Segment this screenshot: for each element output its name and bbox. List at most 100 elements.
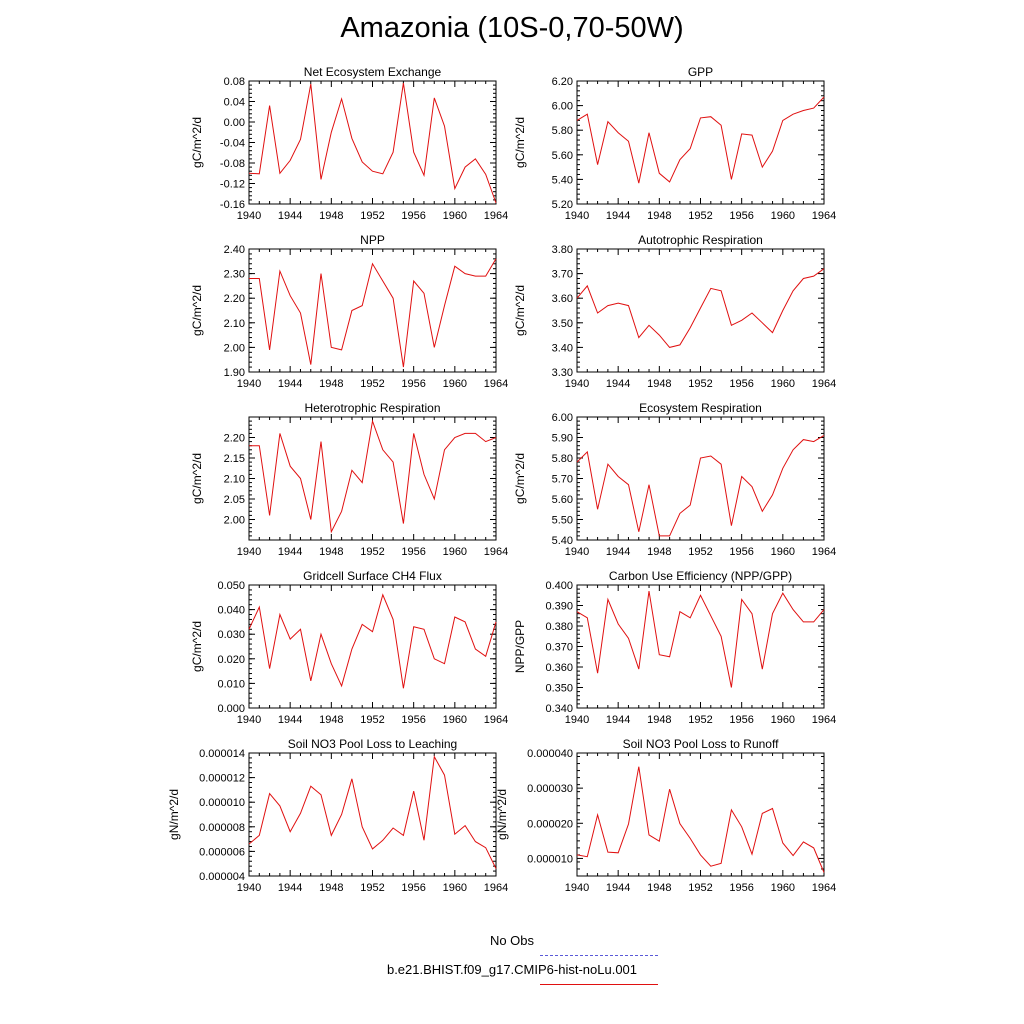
panel-title: NPP (360, 233, 385, 247)
y-axis-label: gC/m^2/d (190, 453, 204, 504)
legend-obs-label: No Obs (489, 933, 535, 948)
y-tick-label: 2.10 (224, 474, 245, 486)
legend-model-label: b.e21.BHIST.f09_g17.CMIP6-hist-noLu.001 (386, 962, 638, 977)
y-tick-label: -0.16 (220, 199, 245, 211)
y-tick-label: 0.000012 (199, 773, 245, 785)
y-tick-label: 0.000 (217, 703, 245, 715)
series-line (248, 755, 497, 869)
x-tick-label: 1940 (565, 882, 589, 894)
series-line (249, 419, 497, 534)
panel-title: Autotrophic Respiration (638, 233, 763, 247)
y-axis-label: gC/m^2/d (190, 621, 204, 672)
y-tick-label: 3.70 (552, 269, 573, 281)
x-tick-label: 1964 (812, 210, 836, 222)
y-tick-label: 0.000040 (527, 748, 573, 760)
x-tick-label: 1944 (606, 210, 630, 222)
y-axis-label: gN/m^2/d (167, 789, 181, 840)
x-tick-label: 1952 (688, 378, 712, 390)
x-tick-label: 1948 (647, 714, 671, 726)
y-axis-label: gC/m^2/d (513, 285, 527, 336)
x-tick-label: 1940 (237, 210, 261, 222)
x-tick-label: 1952 (360, 378, 384, 390)
y-tick-label: 0.000006 (199, 846, 245, 858)
y-tick-label: 0.400 (545, 580, 573, 592)
y-tick-label: 0.000030 (527, 783, 573, 795)
x-tick-label: 1952 (688, 882, 712, 894)
x-tick-label: 1940 (237, 714, 261, 726)
x-tick-label: 1964 (484, 882, 508, 894)
y-tick-label: 0.370 (545, 642, 573, 654)
y-tick-label: -0.12 (220, 179, 245, 191)
chart-panel-7: Carbon Use Efficiency (NPP/GPP) 1940 1944 1… (513, 569, 836, 726)
x-tick-label: 1940 (565, 714, 589, 726)
series-line (576, 96, 825, 184)
y-axis-label: gC/m^2/d (190, 285, 204, 336)
x-tick-label: 1944 (278, 546, 302, 558)
x-tick-label: 1948 (319, 378, 343, 390)
y-tick-label: 2.30 (224, 269, 245, 281)
x-tick-label: 1948 (319, 714, 343, 726)
x-tick-label: 1952 (360, 714, 384, 726)
x-tick-label: 1960 (771, 882, 795, 894)
x-tick-label: 1952 (360, 210, 384, 222)
y-tick-label: 0.000004 (199, 871, 245, 883)
y-axis-label: gC/m^2/d (190, 117, 204, 168)
y-tick-label: 6.00 (552, 101, 573, 113)
x-tick-label: 1952 (688, 210, 712, 222)
x-tick-label: 1956 (401, 882, 425, 894)
y-axis-label: NPP/GPP (513, 620, 527, 673)
x-tick-label: 1948 (647, 882, 671, 894)
panel-title: Gridcell Surface CH4 Flux (303, 569, 442, 583)
x-tick-label: 1956 (729, 714, 753, 726)
plot-frame (248, 584, 497, 709)
y-tick-label: 5.40 (552, 535, 573, 547)
y-axis-label: gC/m^2/d (513, 453, 527, 504)
panel-title: Soil NO3 Pool Loss to Runoff (623, 737, 780, 751)
x-tick-label: 1960 (443, 378, 467, 390)
y-tick-label: 0.000010 (199, 797, 245, 809)
x-tick-label: 1948 (647, 546, 671, 558)
figure-title: Amazonia (10S-0,70-50W) (340, 12, 684, 44)
y-tick-label: 0.000020 (527, 818, 573, 830)
plot-frame (248, 752, 497, 877)
panel-title: Carbon Use Efficiency (NPP/GPP) (609, 569, 792, 583)
series-line (248, 593, 497, 689)
x-tick-label: 1964 (484, 210, 508, 222)
y-tick-label: 5.80 (552, 125, 573, 137)
panel-title: Net Ecosystem Exchange (304, 65, 442, 79)
x-tick-label: 1960 (771, 378, 795, 390)
x-tick-label: 1940 (565, 210, 589, 222)
y-tick-label: 5.40 (552, 174, 573, 186)
x-tick-label: 1956 (729, 546, 753, 558)
y-tick-label: 0.380 (545, 621, 573, 633)
x-tick-label: 1956 (729, 378, 753, 390)
x-tick-label: 1960 (443, 546, 467, 558)
series-line (576, 434, 825, 537)
y-tick-label: 0.390 (545, 601, 573, 613)
x-tick-label: 1956 (401, 714, 425, 726)
panel-title: Soil NO3 Pool Loss to Leaching (288, 737, 457, 751)
x-tick-label: 1944 (606, 378, 630, 390)
chart-panel-4: Heterotrophic Respiration 1940 1944 1948 195… (190, 401, 508, 558)
y-tick-label: 0.04 (224, 97, 245, 109)
y-tick-label: 0.350 (545, 683, 573, 695)
plot-frame (248, 80, 497, 205)
y-tick-label: 3.60 (552, 293, 573, 305)
y-tick-label: 2.10 (224, 318, 245, 330)
y-tick-label: 0.00 (224, 117, 245, 129)
y-tick-label: 0.040 (217, 605, 245, 617)
y-tick-label: 3.80 (552, 244, 573, 256)
y-tick-label: 0.340 (545, 703, 573, 715)
y-tick-label: 0.020 (217, 654, 245, 666)
x-tick-label: 1952 (360, 882, 384, 894)
panel-title: Ecosystem Respiration (639, 401, 762, 415)
x-tick-label: 1964 (484, 714, 508, 726)
plot-frame (576, 80, 825, 205)
chart-panel-5: Ecosystem Respiration 1940 1944 1948 1952 195… (513, 401, 836, 558)
y-tick-label: 5.50 (552, 515, 573, 527)
y-tick-label: 3.40 (552, 342, 573, 354)
y-tick-label: 0.360 (545, 662, 573, 674)
x-tick-label: 1960 (443, 210, 467, 222)
x-tick-label: 1964 (812, 546, 836, 558)
